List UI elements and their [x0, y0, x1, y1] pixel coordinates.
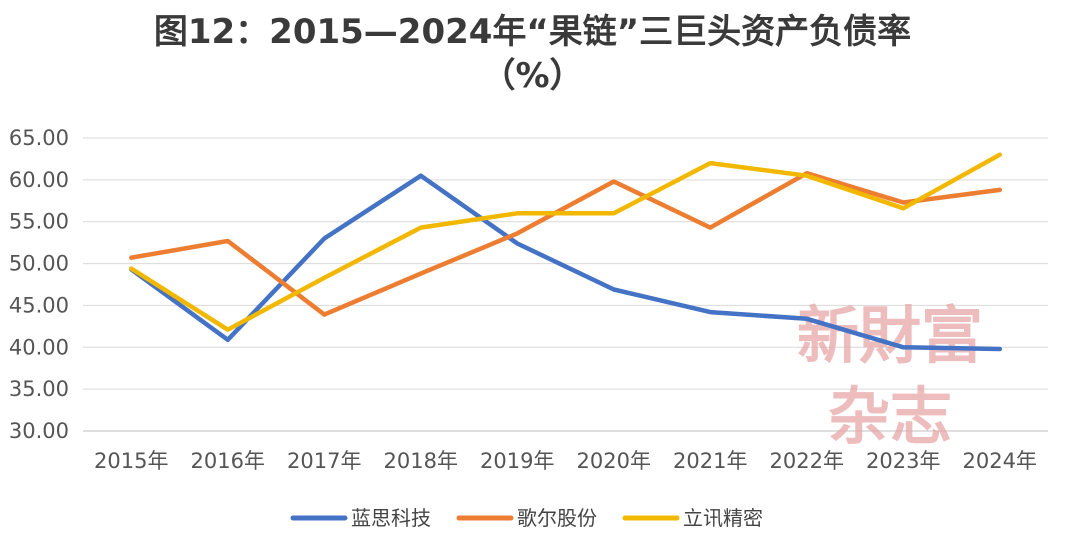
- x-tick-label: 2016年: [191, 449, 265, 473]
- x-tick-label: 2018年: [384, 449, 458, 473]
- gridlines: [83, 137, 1048, 432]
- x-tick-label: 2021年: [673, 449, 747, 473]
- y-tick-label: 45.00: [9, 293, 69, 317]
- x-axis-ticks: 2015年 2016年 2017年 2018年 2019年 2020年 2021年 2022年…: [94, 449, 1037, 473]
- legend-label: 立讯精密: [683, 506, 763, 530]
- x-tick-label: 2022年: [770, 449, 844, 473]
- series-line-1: [129, 173, 1003, 352]
- y-tick-label: 60.00: [9, 168, 69, 192]
- watermark: 新財富 杂志: [797, 299, 983, 453]
- x-tick-label: 2015年: [94, 449, 168, 473]
- watermark-line2: 杂志: [828, 380, 952, 453]
- series-line-2: [129, 170, 1003, 317]
- legend-label: 蓝思科技: [351, 506, 431, 530]
- y-tick-label: 35.00: [9, 377, 69, 401]
- legend-item-1: 蓝思科技: [290, 506, 431, 530]
- legend-item-2: 歌尔股份: [456, 506, 597, 530]
- y-axis-ticks: 30.00 35.00 40.00 45.00 50.00 55.00 60.00 65.00: [9, 126, 69, 443]
- chart-title-line1: 图12：2015—2024年“果链”三巨头资产负债率: [153, 12, 912, 52]
- chart-title: 图12：2015—2024年“果链”三巨头资产负债率 （%）: [0, 10, 1065, 98]
- x-tick-label: 2019年: [480, 449, 554, 473]
- series-lines: [129, 152, 1003, 352]
- legend-item-3: 立讯精密: [622, 506, 763, 530]
- y-tick-label: 30.00: [9, 419, 69, 443]
- watermark-line1: 新財富: [797, 299, 983, 372]
- y-tick-label: 65.00: [9, 126, 69, 150]
- series-line-3: [129, 152, 1003, 332]
- legend: 蓝思科技 歌尔股份 立讯精密: [290, 506, 763, 530]
- x-tick-label: 2023年: [866, 449, 940, 473]
- x-tick-label: 2017年: [287, 449, 361, 473]
- y-tick-label: 50.00: [9, 252, 69, 276]
- y-tick-label: 40.00: [9, 335, 69, 359]
- x-tick-label: 2024年: [963, 449, 1037, 473]
- x-tick-label: 2020年: [577, 449, 651, 473]
- y-tick-label: 55.00: [9, 210, 69, 234]
- legend-label: 歌尔股份: [517, 506, 597, 530]
- chart-title-line2: （%）: [481, 56, 584, 96]
